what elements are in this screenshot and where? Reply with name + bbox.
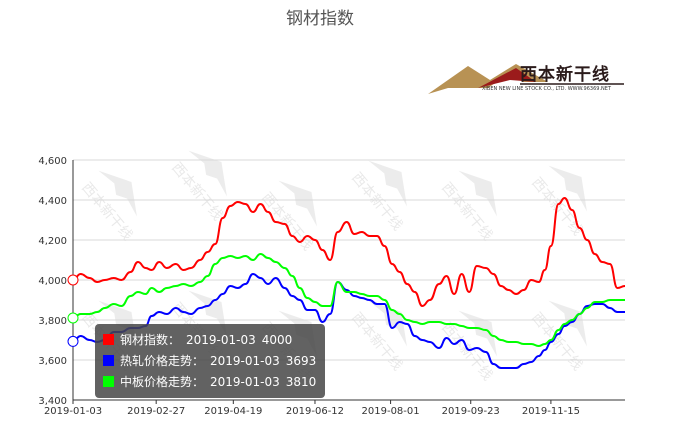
watermark-shape: [548, 165, 587, 212]
tooltip-date: 2019-01-03: [210, 375, 280, 389]
logo-mountain-red: [478, 68, 536, 88]
watermark-shape: [98, 300, 137, 347]
x-tick-label: 2019-11-15: [522, 406, 580, 417]
tooltip-row-steel-index: 钢材指数： 2019-01-03 4000: [103, 331, 292, 349]
watermark: 西本新干线: [528, 165, 587, 239]
tooltip-value: 3810: [285, 375, 317, 389]
series-line-0: [72, 197, 626, 307]
y-tick-label: 3,400: [38, 396, 67, 407]
watermark: 西本新干线: [438, 170, 497, 244]
watermark-shape: [278, 180, 317, 227]
tooltip-label: 钢材指数：: [120, 333, 181, 347]
x-tick-label: 2019-09-23: [442, 406, 500, 417]
hover-marker-2: [67, 312, 79, 324]
tooltip-label: 中板价格走势：: [120, 375, 205, 389]
tooltip-row-hot-rolled: 热轧价格走势： 2019-01-03 3693: [103, 352, 316, 370]
chart-tooltip: 钢材指数： 2019-01-03 4000 热轧价格走势： 2019-01-03 369…: [95, 324, 325, 398]
x-tick-label: 2019-01-03: [44, 406, 102, 417]
tooltip-date: 2019-01-03: [186, 333, 256, 347]
watermark: 西本新干线: [78, 170, 137, 244]
y-tick-label: 4,000: [38, 276, 67, 287]
watermark-shape: [368, 160, 407, 207]
y-tick-label: 4,600: [38, 156, 67, 167]
logo-subtext: XIBEN NEW LINE STOCK CO., LTD. WWW.96369…: [482, 86, 611, 92]
x-tick-label: 2019-08-01: [362, 406, 420, 417]
grid-lines: [73, 159, 625, 401]
tooltip-swatch-steel-index: [103, 334, 114, 345]
watermark-shape: [458, 170, 497, 217]
y-tick-label: 4,400: [38, 196, 67, 207]
watermark-shape: [458, 310, 497, 357]
series-line-1: [72, 273, 625, 369]
y-tick-label: 3,600: [38, 356, 67, 367]
series-layer: [67, 197, 626, 369]
x-tick-label: 2019-04-19: [204, 406, 262, 417]
watermark-shape: [98, 170, 137, 217]
tooltip-swatch-hot-rolled: [103, 355, 114, 366]
brand-logo: [428, 64, 624, 94]
watermark: 西本新干线: [348, 160, 407, 234]
chart-title: 钢材指数: [286, 9, 354, 29]
tooltip-row-medium-plate: 中板价格走势： 2019-01-03 3810: [103, 373, 316, 391]
series-line-2: [72, 253, 625, 347]
tooltip-label: 热轧价格走势：: [120, 354, 205, 368]
y-tick-label: 4,200: [38, 236, 67, 247]
axes: 3,400 3,600 3,800 4,000 4,200 4,400 4,600 2019-…: [38, 156, 625, 417]
tooltip-value: 4000: [261, 333, 293, 347]
watermark: 西本新干线: [168, 150, 227, 224]
logo-text: 西本新干线: [520, 65, 610, 85]
hover-marker-0: [67, 274, 79, 286]
tooltip-value: 3693: [285, 354, 317, 368]
watermark-shape: [188, 290, 227, 337]
hover-marker-1: [67, 335, 79, 347]
y-tick-label: 3,800: [38, 316, 67, 327]
tooltip-swatch-medium-plate: [103, 376, 114, 387]
x-tick-label: 2019-02-27: [127, 406, 185, 417]
tooltip-date: 2019-01-03: [210, 354, 280, 368]
x-tick-label: 2019-06-12: [286, 406, 344, 417]
watermark-shape: [188, 150, 227, 197]
